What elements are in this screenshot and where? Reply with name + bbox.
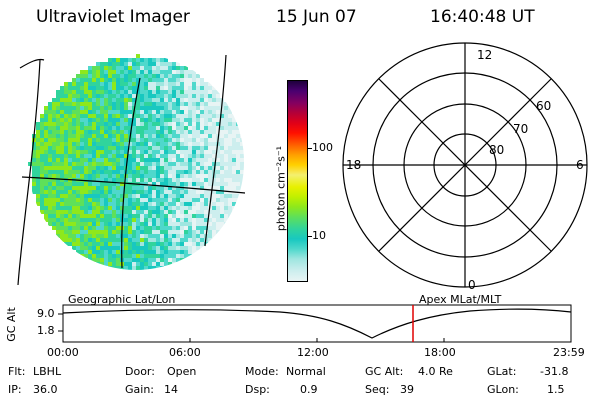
param-door-value: Open bbox=[167, 365, 197, 378]
param-ip-value: 36.0 bbox=[33, 383, 58, 396]
timeline-x-tick-2359: 23:59 bbox=[553, 346, 585, 359]
mlat-label-60: 60 bbox=[536, 99, 551, 113]
timeline-y-axis-label: GC Alt bbox=[4, 307, 18, 342]
param-gcalt-label: GC Alt: bbox=[365, 365, 404, 378]
param-seq-value: 39 bbox=[400, 383, 414, 396]
timeline-x-tick-1200: 12:00 bbox=[297, 346, 329, 359]
latitude-line bbox=[21, 176, 246, 194]
param-glon-value: 1.5 bbox=[547, 383, 565, 396]
param-door-label: Door: bbox=[125, 365, 155, 378]
longitude-line-east bbox=[204, 54, 227, 247]
param-glat-label: GLat: bbox=[487, 365, 517, 378]
mlat-label-80: 80 bbox=[489, 143, 504, 157]
colorbar-unit-label: photon cm⁻²s⁻¹ bbox=[274, 145, 288, 232]
geographic-coords-label: Geographic Lat/Lon bbox=[68, 293, 176, 306]
param-gcalt-value: 4.0 Re bbox=[418, 365, 453, 378]
earth-uv-image bbox=[17, 54, 246, 286]
param-dsp-value: 0.9 bbox=[300, 383, 318, 396]
geographic-grid bbox=[17, 54, 246, 286]
altitude-curve bbox=[62, 308, 572, 339]
param-gain-label: Gain: bbox=[125, 383, 154, 396]
mlt-label-0: 0 bbox=[468, 278, 476, 290]
apex-coords-label: Apex MLat/MLT bbox=[419, 293, 502, 306]
param-flt-label: Flt: bbox=[8, 365, 26, 378]
param-dsp-label: Dsp: bbox=[245, 383, 270, 396]
instrument-title: Ultraviolet Imager bbox=[36, 7, 190, 27]
param-gain-value: 14 bbox=[164, 383, 178, 396]
param-glat-value: -31.8 bbox=[540, 365, 569, 378]
polar-diagonal-2 bbox=[378, 78, 552, 252]
polar-mlat-mlt-plot: 12 18 6 0 60 70 80 bbox=[342, 42, 588, 290]
colorbar-tickmark-10 bbox=[307, 236, 312, 237]
colorbar bbox=[287, 80, 308, 282]
mlt-label-6: 6 bbox=[576, 158, 584, 172]
param-mode-label: Mode: bbox=[245, 365, 279, 378]
mlt-label-18: 18 bbox=[346, 158, 361, 172]
param-glon-label: GLon: bbox=[487, 383, 519, 396]
gc-altitude-timeline bbox=[58, 304, 572, 343]
param-flt-value: LBHL bbox=[33, 365, 62, 378]
timeline-y-tick-high: 9.0 bbox=[37, 307, 55, 320]
param-seq-label: Seq: bbox=[365, 383, 390, 396]
colorbar-tick-10: 10 bbox=[312, 229, 326, 242]
colorbar-tickmark-100 bbox=[307, 148, 312, 149]
mlt-label-12: 12 bbox=[477, 48, 492, 62]
param-mode-value: Normal bbox=[286, 365, 326, 378]
mlat-label-70: 70 bbox=[513, 122, 528, 136]
timeline-x-tick-1800: 18:00 bbox=[424, 346, 456, 359]
longitude-line-center bbox=[121, 77, 141, 269]
longitude-line-west bbox=[17, 59, 41, 286]
observation-date: 15 Jun 07 bbox=[276, 7, 357, 27]
observation-time: 16:40:48 UT bbox=[430, 7, 535, 27]
param-ip-label: IP: bbox=[8, 383, 22, 396]
timeline-x-tick-0000: 00:00 bbox=[47, 346, 79, 359]
timeline-y-tick-low: 1.8 bbox=[37, 324, 55, 337]
limb-arc bbox=[19, 58, 45, 69]
timeline-x-tick-0600: 06:00 bbox=[169, 346, 201, 359]
colorbar-tick-100: 100 bbox=[312, 141, 333, 154]
